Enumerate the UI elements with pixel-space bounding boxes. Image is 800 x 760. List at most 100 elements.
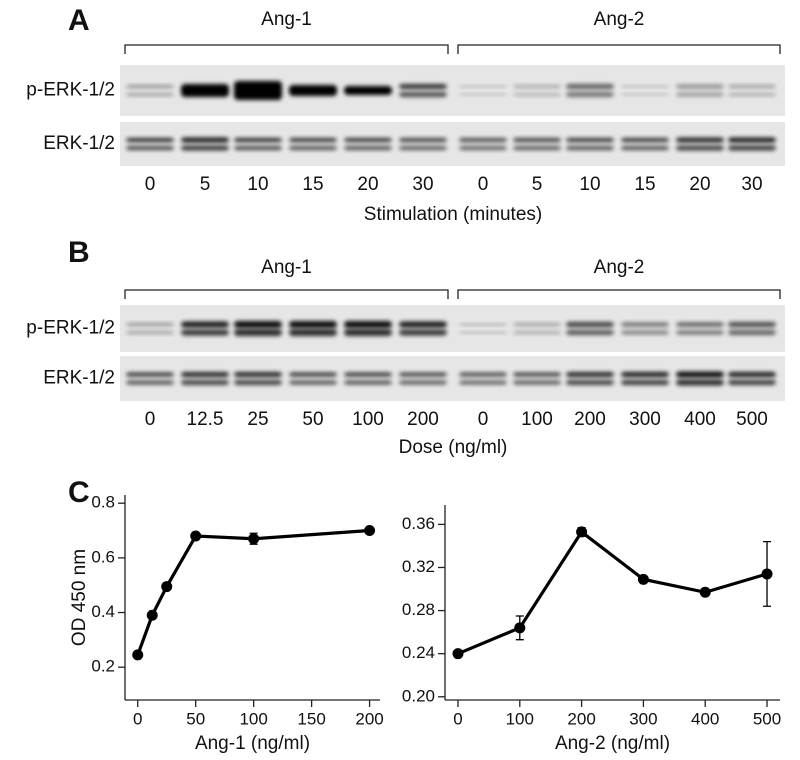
y-tick-label: 0.36 [402,514,435,533]
band [399,84,447,89]
band [676,145,724,151]
blot-background [120,305,785,352]
band [459,380,507,385]
panel-label: A [68,4,90,37]
data-point [248,533,260,545]
band [289,321,337,328]
blot-background [120,356,785,401]
band [459,138,507,142]
band [566,84,614,89]
band [728,85,776,88]
band [566,330,614,335]
band [459,146,507,150]
data-point [452,648,464,660]
lane-label: 25 [247,409,268,430]
lane-label: 400 [684,409,716,430]
band [289,380,337,385]
x-axis-title: Dose (ng/ml) [399,437,508,458]
band [399,329,447,336]
band [181,329,229,336]
band [676,330,724,335]
bracket [124,44,449,54]
x-tick-label: 50 [186,709,205,728]
lane-label: 200 [574,409,606,430]
lane-label: 500 [736,409,768,430]
band [234,321,282,328]
band [728,145,776,151]
data-point [637,573,649,585]
x-tick-label: 400 [691,709,719,728]
band [126,138,174,142]
band [234,81,282,100]
band [399,138,447,142]
x-tick-label: 300 [629,709,657,728]
y-tick-label: 0.4 [91,602,115,621]
band [399,92,447,97]
data-point [364,525,376,537]
bracket [457,44,781,54]
x-tick-label: 200 [567,709,595,728]
band [728,137,776,143]
band [399,321,447,328]
data-point [699,586,711,598]
data-point [146,609,158,621]
data-point [576,526,588,538]
y-tick-label: 0.28 [402,600,435,619]
row-label: p-ERK-1/2 [26,80,115,101]
band [459,372,507,377]
x-tick-label: 200 [355,709,383,728]
band [566,146,614,150]
blot-background [120,65,785,116]
group-label: Ang-2 [594,9,645,30]
band [126,331,174,334]
panel-label: B [68,236,90,269]
lane-label: 15 [302,174,323,195]
panel-label: C [68,476,90,509]
data-line [457,529,768,656]
lane-label: 10 [579,174,600,195]
band [289,329,337,336]
y-tick-label: 0.2 [91,657,115,676]
y-tick-label: 0.8 [91,493,115,512]
group-label: Ang-2 [594,257,645,278]
band [344,380,392,385]
band [344,138,392,142]
band [513,138,561,142]
band [676,92,724,97]
band [676,322,724,327]
band [181,145,229,151]
band [344,321,392,328]
bracket [124,289,449,299]
data-point [761,568,773,580]
band [289,138,337,142]
data-point [161,581,173,593]
group-label: Ang-1 [261,257,312,278]
data-point [132,649,144,661]
row-label: ERK-1/2 [43,368,115,389]
band [181,84,229,97]
x-tick-label: 500 [753,709,781,728]
band [621,85,669,88]
band [399,380,447,385]
band [728,93,776,96]
band [513,323,561,326]
band [621,138,669,142]
band [566,322,614,327]
band [126,323,174,326]
lane-label: 0 [145,174,156,195]
x-tick-label: 0 [453,709,462,728]
band [728,322,776,327]
band [234,380,282,385]
lane-label: 100 [352,409,384,430]
lane-label: 5 [200,174,211,195]
lane-label: 0 [478,174,489,195]
row-label: ERK-1/2 [43,133,115,154]
band [459,323,507,326]
band [566,92,614,97]
band [181,137,229,143]
band [513,85,561,88]
lane-label: 50 [302,409,323,430]
blot-background [120,122,785,166]
band [126,85,174,88]
band [344,86,392,95]
